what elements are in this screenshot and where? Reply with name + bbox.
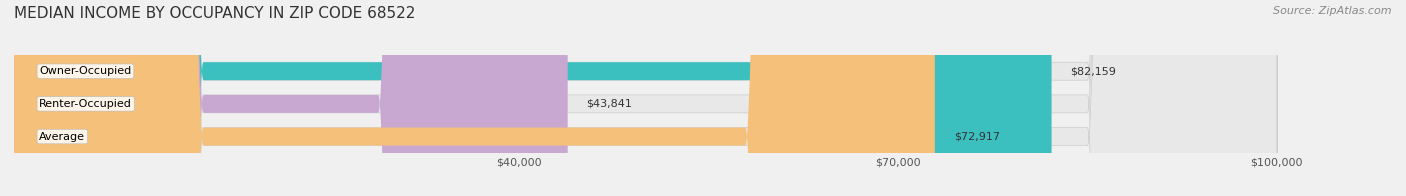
FancyBboxPatch shape xyxy=(14,0,1277,196)
FancyBboxPatch shape xyxy=(14,0,568,196)
Text: $82,159: $82,159 xyxy=(1070,66,1116,76)
Text: MEDIAN INCOME BY OCCUPANCY IN ZIP CODE 68522: MEDIAN INCOME BY OCCUPANCY IN ZIP CODE 6… xyxy=(14,6,415,21)
Text: Renter-Occupied: Renter-Occupied xyxy=(39,99,132,109)
FancyBboxPatch shape xyxy=(14,0,1277,196)
FancyBboxPatch shape xyxy=(14,0,1052,196)
FancyBboxPatch shape xyxy=(14,0,935,196)
Text: Average: Average xyxy=(39,132,86,142)
Text: Owner-Occupied: Owner-Occupied xyxy=(39,66,132,76)
FancyBboxPatch shape xyxy=(14,0,1277,196)
Text: $72,917: $72,917 xyxy=(953,132,1000,142)
Text: Source: ZipAtlas.com: Source: ZipAtlas.com xyxy=(1274,6,1392,16)
Text: $43,841: $43,841 xyxy=(586,99,633,109)
